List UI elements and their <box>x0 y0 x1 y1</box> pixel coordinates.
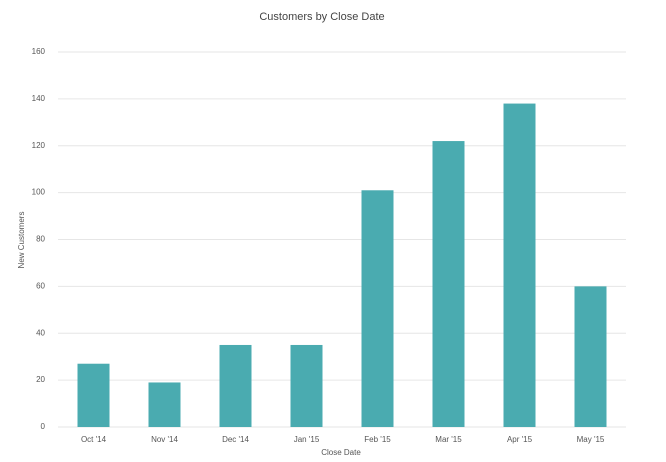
y-tick-label: 60 <box>36 281 45 290</box>
bar <box>361 190 394 427</box>
x-tick-label: Apr '15 <box>507 435 533 444</box>
y-tick-label: 20 <box>36 375 45 384</box>
x-tick-label: Mar '15 <box>435 435 462 444</box>
y-tick-label: 120 <box>32 141 46 150</box>
y-tick-label: 140 <box>32 94 46 103</box>
bar <box>77 363 110 427</box>
y-tick-label: 40 <box>36 328 45 337</box>
y-tick-label: 160 <box>32 47 46 56</box>
x-tick-label: Feb '15 <box>364 435 391 444</box>
x-tick-label: Oct '14 <box>81 435 107 444</box>
y-axis-label: New Customers <box>17 212 26 269</box>
y-tick-label: 80 <box>36 235 45 244</box>
chart-title: Customers by Close Date <box>259 11 384 23</box>
x-axis-label: Close Date <box>321 448 361 457</box>
bar <box>219 344 252 427</box>
bar <box>503 103 536 427</box>
x-tick-label: Dec '14 <box>222 435 249 444</box>
bar <box>290 344 323 427</box>
bar <box>148 382 181 427</box>
y-tick-label: 100 <box>32 188 46 197</box>
x-tick-label: Jan '15 <box>294 435 320 444</box>
y-tick-label: 0 <box>41 422 46 431</box>
bar <box>432 141 465 427</box>
x-tick-label: May '15 <box>577 435 605 444</box>
bar <box>574 286 607 427</box>
x-tick-label: Nov '14 <box>151 435 178 444</box>
